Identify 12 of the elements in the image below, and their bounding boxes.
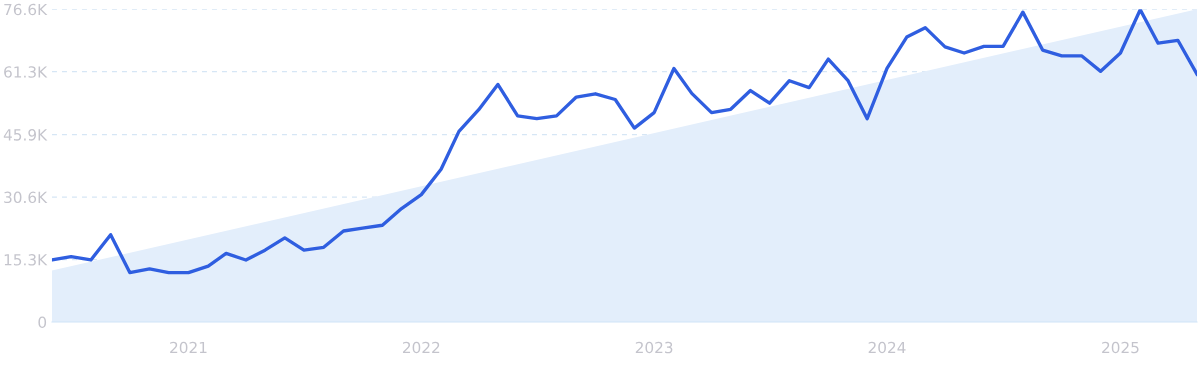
x-tick-label: 2025 [1102, 341, 1139, 354]
x-tick-label: 2023 [635, 341, 673, 354]
y-tick-label: 30.6K [4, 191, 48, 204]
y-tick-label: 76.6K [4, 3, 48, 16]
y-tick-label: 61.3K [4, 66, 48, 78]
y-tick-label: 45.9K [3, 129, 48, 141]
x-tick-label: 2021 [170, 341, 207, 354]
x-tick-label: 2022 [402, 341, 440, 354]
y-tick-label: 15.3K [4, 254, 48, 266]
y-tick-label: 0 [38, 316, 47, 329]
x-tick-label: 2024 [868, 341, 906, 354]
line-series [51, 9, 1197, 275]
